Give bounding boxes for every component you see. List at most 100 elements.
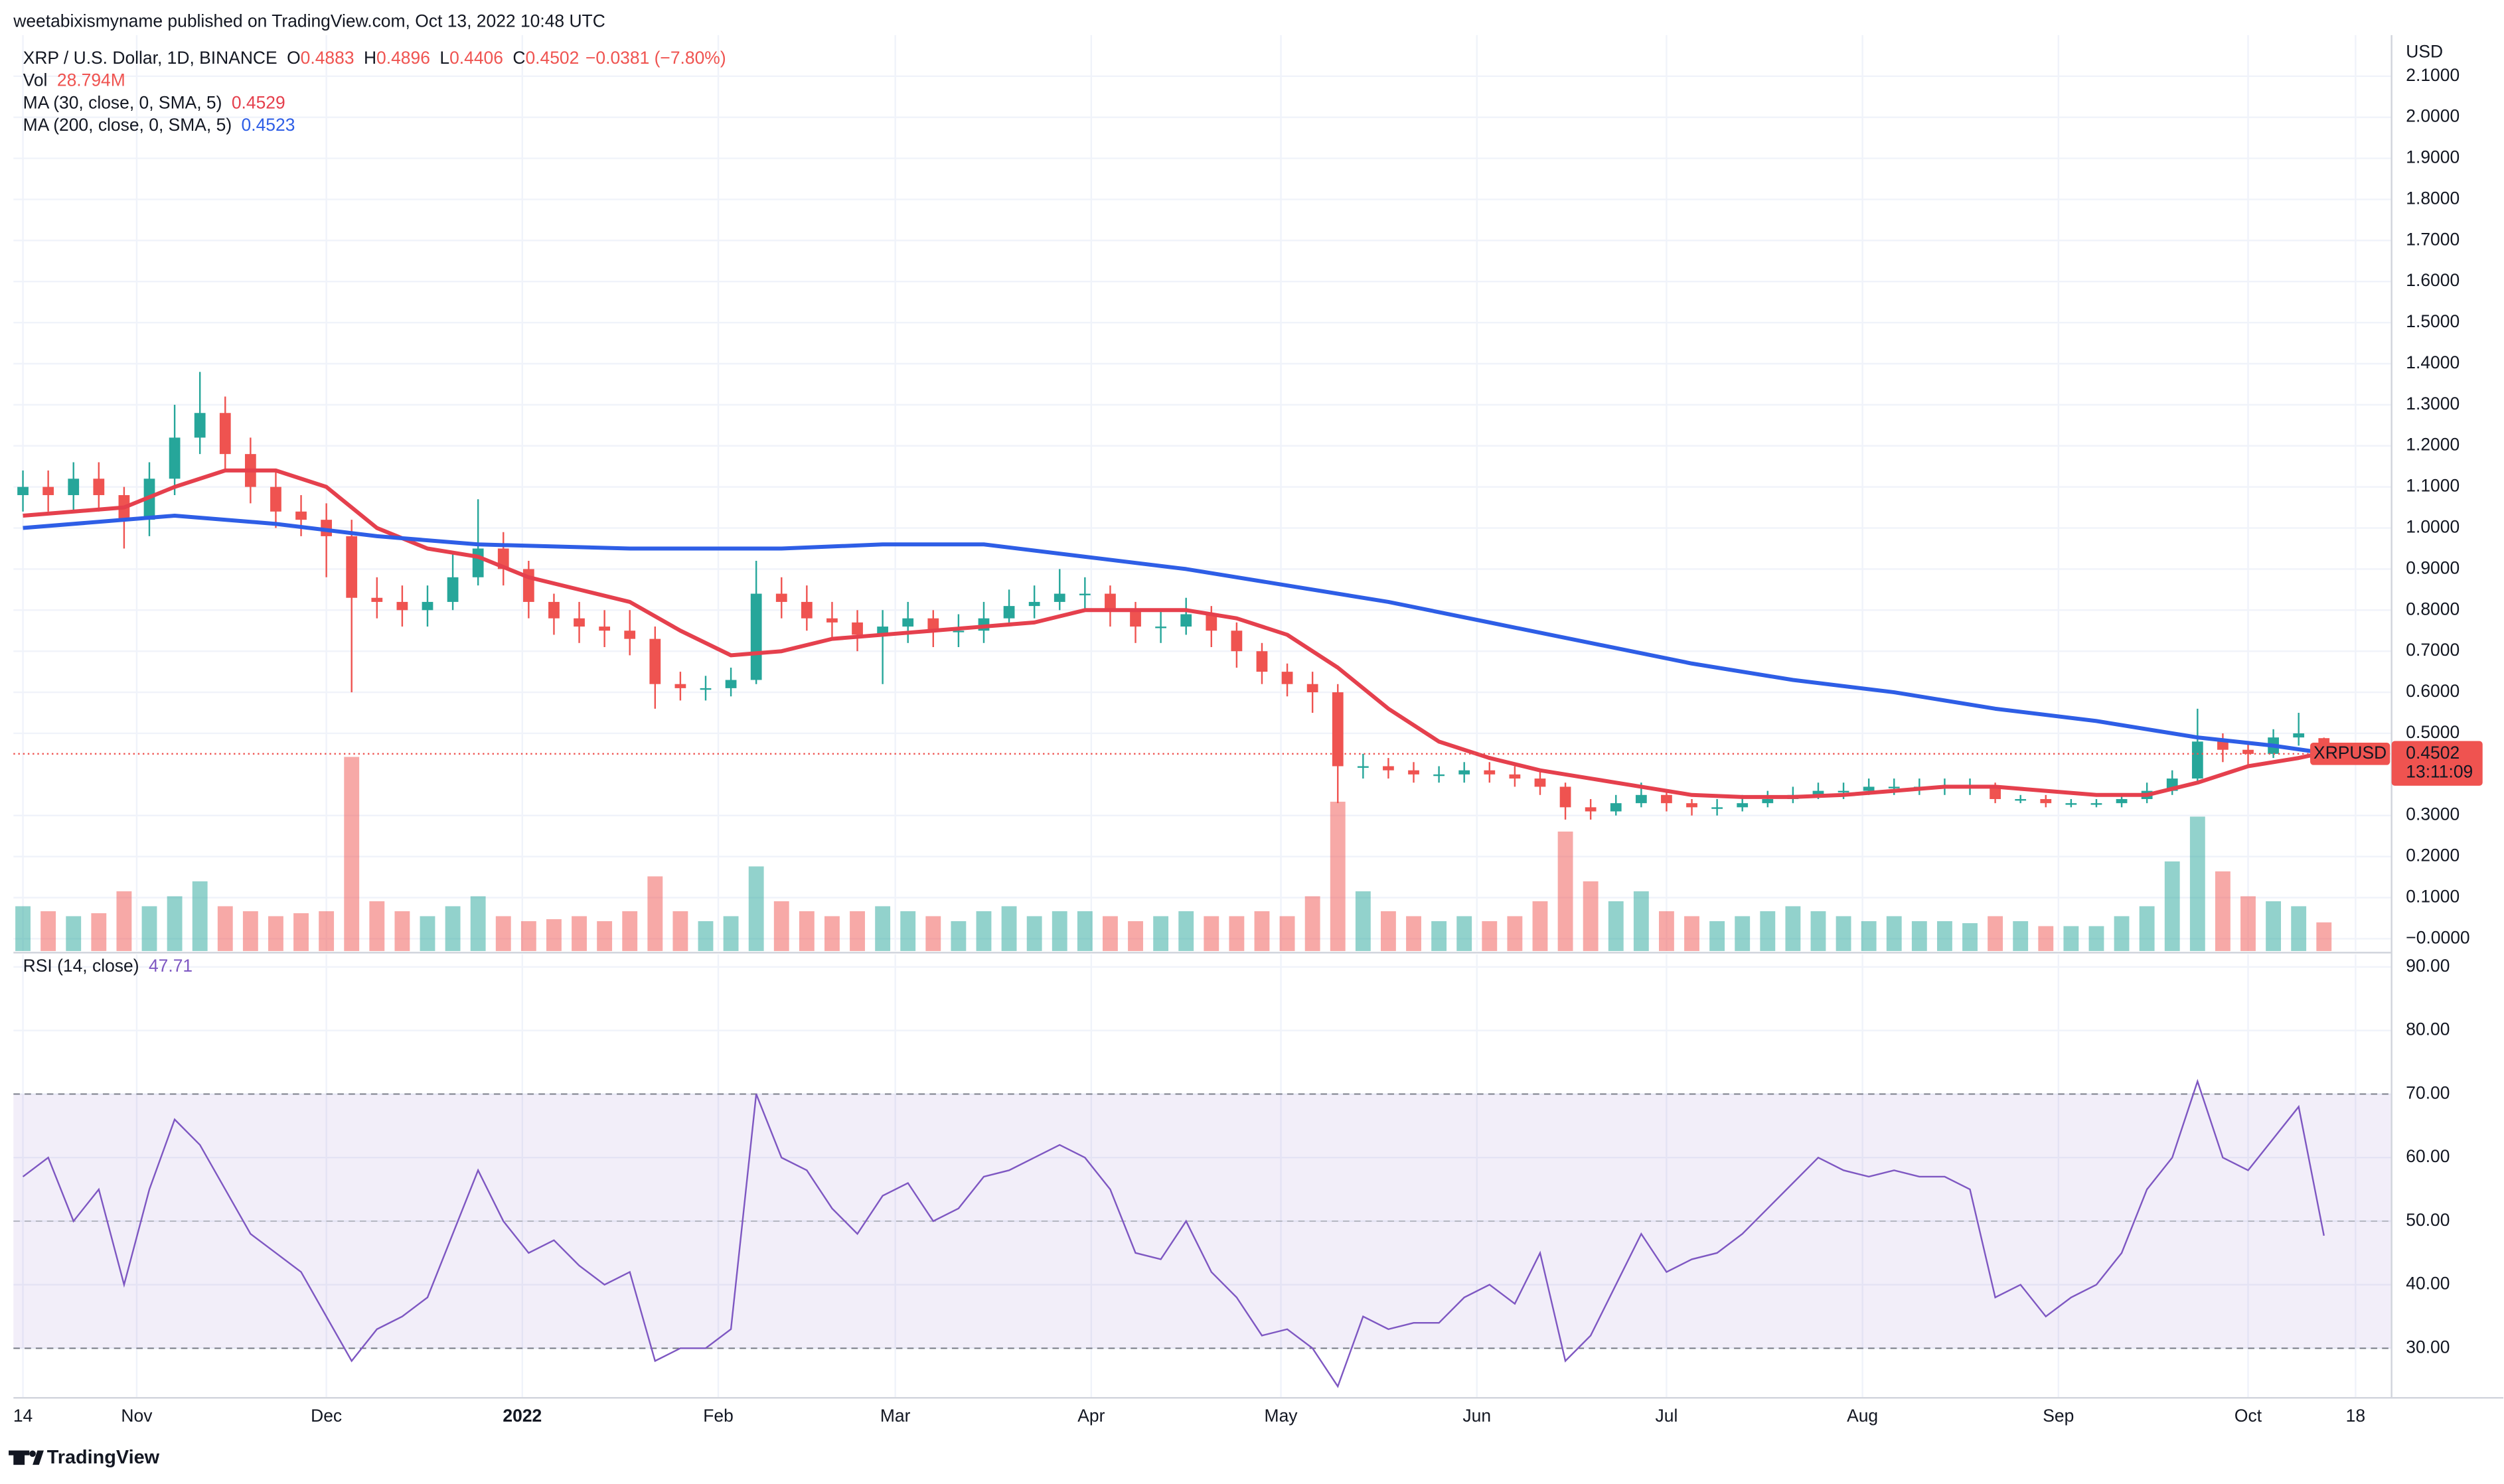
y-tick-label: 1.2000 [2406, 435, 2460, 455]
candle-body [902, 618, 914, 627]
brand: TradingView [47, 1447, 160, 1468]
candle-body [548, 601, 560, 619]
volume-bar [1052, 911, 1067, 951]
volume-bar [217, 906, 233, 951]
moving-average [23, 468, 2325, 799]
symbol: XRP / U.S. Dollar, 1D, BINANCE [23, 48, 277, 68]
volume-bar [2114, 916, 2130, 951]
volume-bar [1684, 916, 1699, 951]
volume-bar [1330, 801, 1346, 951]
candle-body [1610, 803, 1622, 812]
candle-body [371, 597, 383, 602]
y-tick-label: −0.0000 [2406, 927, 2469, 947]
volume-bar [192, 881, 208, 951]
candle-body [1534, 779, 1546, 787]
x-tick-label: 14 [13, 1406, 33, 1426]
candle-body [927, 618, 939, 631]
candle-body [68, 479, 80, 496]
candle-body [1332, 692, 1344, 767]
ma-name: MA (30, close, 0, SMA, 5) [23, 92, 222, 112]
volume-bar [875, 906, 891, 951]
candle-body [42, 486, 54, 496]
volume-bar [1355, 891, 1371, 951]
volume-bar [1583, 881, 1599, 951]
candle-body [599, 627, 611, 631]
x-tick-label: Feb [703, 1406, 734, 1426]
candle-body [1433, 774, 1445, 777]
candle-body [1661, 794, 1672, 804]
volume-bar [66, 916, 82, 951]
moving-average [23, 513, 2325, 755]
volume-bar [1735, 916, 1751, 951]
x-tick-label: Aug [1847, 1406, 1878, 1426]
y-tick-label: 50.00 [2406, 1210, 2450, 1230]
x-tick-label: Dec [311, 1406, 342, 1426]
volume-bar [445, 906, 461, 951]
y-tick-label: 1.1000 [2406, 476, 2460, 496]
candle-body [1635, 794, 1647, 804]
candle-body [2191, 741, 2203, 779]
low-value: 0.4406 [449, 48, 503, 68]
y-tick-label: 1.6000 [2406, 270, 2460, 290]
volume-bar [2038, 926, 2054, 951]
candle-body [1559, 786, 1571, 808]
candle-body [2293, 733, 2305, 738]
volume-bar [1381, 911, 1396, 951]
volume-bar [40, 911, 56, 951]
volume-bar [824, 916, 840, 951]
candle-body [826, 618, 838, 623]
candle-body [2040, 798, 2052, 804]
candle-body [1256, 651, 1268, 672]
change: −0.0381 (−7.80%) [586, 48, 726, 68]
volume-bar [2291, 906, 2307, 951]
y-tick-label: 0.3000 [2406, 804, 2460, 824]
y-tick-label: 0.5000 [2406, 722, 2460, 742]
volume-bar [1128, 921, 1143, 951]
volume-bar [1001, 906, 1017, 951]
volume-bar [319, 911, 335, 951]
volume-bar [2088, 926, 2104, 951]
volume-bar [1911, 921, 1927, 951]
candle-body [725, 680, 737, 688]
volume-bar [1254, 911, 1270, 951]
ma-value: 0.4529 [232, 92, 285, 112]
candle-body [1130, 610, 1141, 627]
volume-bar [1204, 916, 1219, 951]
volume-bar [1456, 916, 1472, 951]
volume-bar [2240, 896, 2256, 951]
symbol-label-box [2310, 742, 2390, 765]
rsi-line [22, 1078, 2325, 1388]
volume-bar [1406, 916, 1421, 951]
candle-body [1737, 803, 1749, 808]
y-tick-label: 2.1000 [2406, 65, 2460, 85]
ma-name: MA (200, close, 0, SMA, 5) [23, 115, 232, 135]
candle-body [953, 631, 965, 632]
volume-bar [369, 901, 385, 951]
volume-bar [2215, 871, 2230, 951]
volume-bar [15, 906, 31, 951]
volume-bar [1557, 831, 1573, 951]
candle-body [2090, 803, 2102, 805]
axis-unit: USD [2406, 41, 2443, 61]
volume-bar [748, 866, 764, 951]
volume-bar [1608, 901, 1624, 951]
volume-bar [698, 921, 714, 951]
volume-bar [495, 916, 511, 951]
volume-bar [1709, 921, 1725, 951]
y-tick-label: 1.9000 [2406, 147, 2460, 167]
candle-body [1383, 766, 1394, 771]
y-tick-label: 2.0000 [2406, 106, 2460, 126]
candle-body [1408, 770, 1419, 775]
volume-bar [976, 911, 992, 951]
y-tick-label: 1.5000 [2406, 311, 2460, 331]
volume-bar [1178, 911, 1194, 951]
candle-body [1711, 807, 1723, 809]
y-tick-label: 40.00 [2406, 1274, 2450, 1294]
candle-body [574, 618, 585, 627]
volume-value: 28.794M [57, 70, 125, 90]
x-tick-label: Nov [121, 1406, 153, 1426]
price-label: 0.4502 [2406, 743, 2460, 763]
volume-name: Vol [23, 70, 48, 90]
y-tick-label: 90.00 [2406, 956, 2450, 976]
